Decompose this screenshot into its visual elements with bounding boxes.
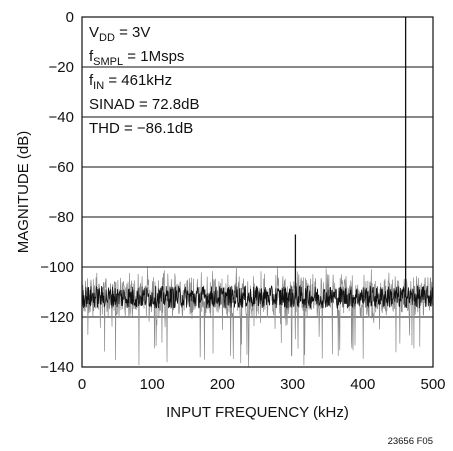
y-tick-label: −120 bbox=[40, 309, 74, 326]
annotation-line: THD = −86.1dB bbox=[89, 120, 193, 137]
y-axis-label: MAGNITUDE (dB) bbox=[15, 131, 32, 254]
noise-trace-core bbox=[81, 284, 434, 310]
y-tick-label: −40 bbox=[49, 109, 74, 126]
y-tick-label: 0 bbox=[66, 9, 74, 26]
x-tick-labels: 0 100 200 300 400 500 bbox=[78, 376, 446, 393]
gridlines bbox=[82, 66, 433, 318]
spectral-peaks bbox=[294, 17, 407, 297]
annotation-block: VDD = 3V fSMPL = 1Msps fIN = 461kHz SINAD =… bbox=[89, 24, 199, 137]
x-axis-label: INPUT FREQUENCY (kHz) bbox=[166, 404, 349, 421]
plot-frame bbox=[81, 16, 434, 368]
y-tick-label: −60 bbox=[49, 159, 74, 176]
noise-floor-series bbox=[81, 267, 434, 367]
x-tick-label: 400 bbox=[350, 376, 375, 393]
y-tick-label: −100 bbox=[40, 259, 74, 276]
y-tick-label: −20 bbox=[49, 59, 74, 76]
x-tick-label: 500 bbox=[420, 376, 445, 393]
y-tick-labels: 0 −20 −40 −60 −80 −100 −120 −140 bbox=[40, 9, 74, 376]
y-tick-label: −140 bbox=[40, 359, 74, 376]
x-tick-label: 0 bbox=[78, 376, 86, 393]
x-tick-label: 100 bbox=[140, 376, 165, 393]
annotation-line: SINAD = 72.8dB bbox=[89, 96, 199, 113]
y-tick-label: −80 bbox=[49, 209, 74, 226]
annotation-line: fIN = 461kHz bbox=[89, 72, 172, 92]
figure-id: 23656 F05 bbox=[388, 436, 433, 447]
x-tick-label: 300 bbox=[280, 376, 305, 393]
annotation-line: fSMPL = 1Msps bbox=[89, 48, 184, 68]
x-tick-label: 200 bbox=[210, 376, 235, 393]
annotation-line: VDD = 3V bbox=[89, 24, 150, 44]
